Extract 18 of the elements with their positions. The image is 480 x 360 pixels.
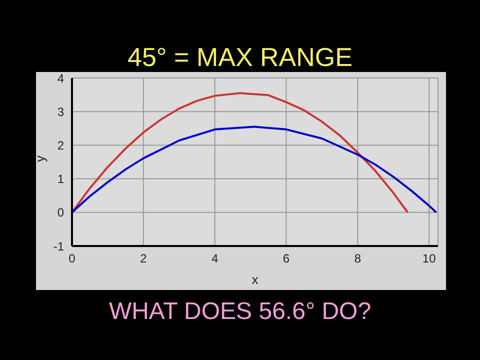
x-tick-label: 6 xyxy=(282,252,290,266)
y-axis-title: y xyxy=(32,155,48,162)
x-tick-label: 8 xyxy=(354,252,362,266)
y-tick-label: 0 xyxy=(57,206,64,220)
y-tick-label: -1 xyxy=(53,239,64,254)
y-tick-label: 1 xyxy=(57,172,64,186)
x-tick-label: 4 xyxy=(211,252,218,266)
y-tick-label: 3 xyxy=(57,104,64,119)
text: WHAT DOES 56.6° DO? xyxy=(108,298,372,326)
y-tick-label: 4 xyxy=(57,71,64,86)
x-axis-title: x xyxy=(252,272,259,287)
x-tick-label: 0 xyxy=(68,252,76,266)
x-tick-label: 10 xyxy=(422,252,436,266)
chart-title: 45° = MAX RANGE xyxy=(126,42,354,73)
line-series xyxy=(72,92,409,214)
line-series xyxy=(72,126,438,214)
y-tick-label: 2 xyxy=(57,138,64,152)
x-tick-label: 2 xyxy=(140,252,148,266)
